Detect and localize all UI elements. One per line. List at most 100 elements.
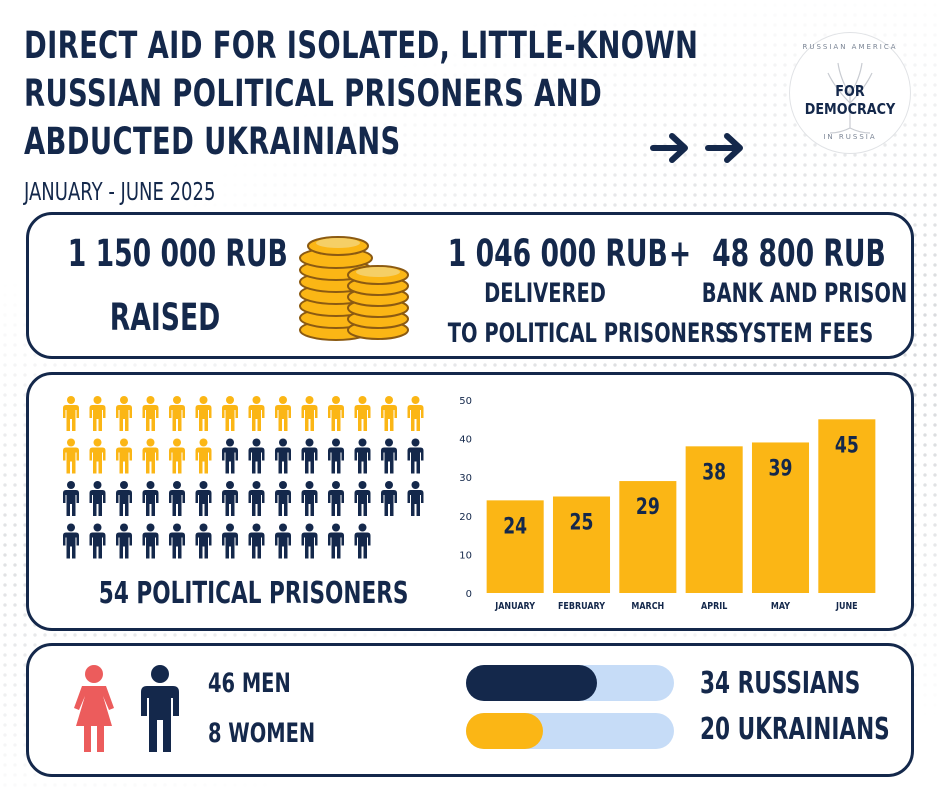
bar	[751, 442, 810, 593]
ukrainians-bar-track	[466, 713, 674, 749]
bar	[685, 446, 743, 593]
x-tick-label: APRIL	[701, 601, 727, 612]
person-icon	[169, 396, 185, 431]
person-icon	[116, 481, 132, 516]
raised-label: RAISED	[109, 296, 221, 339]
y-tick-label: 10	[459, 550, 472, 561]
person-icon	[222, 481, 238, 516]
person-icon	[248, 396, 265, 431]
person-icon	[354, 481, 371, 516]
y-tick-label: 20	[459, 512, 472, 523]
person-icon	[328, 438, 344, 474]
fees-label-1: BANK AND PRISON	[701, 278, 908, 309]
person-icon	[354, 396, 371, 431]
x-tick-label: MAY	[771, 601, 791, 612]
person-icon	[301, 523, 318, 559]
person-icon	[275, 523, 291, 559]
bar	[486, 500, 544, 593]
logo-bottom-text: IN RUSSIA	[823, 133, 877, 141]
person-icon	[116, 396, 132, 431]
funds-panel	[26, 212, 914, 359]
person-icon	[328, 396, 344, 431]
person-icon	[116, 523, 132, 559]
bar-value-label: 24	[503, 513, 527, 539]
title-line-3: ABDUCTED UKRAINIANS	[24, 120, 401, 163]
bar	[818, 419, 876, 593]
female-icon	[74, 665, 114, 752]
person-icon	[381, 396, 397, 431]
person-icon	[142, 523, 159, 559]
person-icon	[248, 438, 265, 474]
person-icon	[89, 438, 106, 474]
delivered-amount: 1 046 000 RUB	[447, 232, 668, 275]
person-icon	[222, 438, 238, 474]
organization-logo: RUSSIAN AMERICA FOR DEMOCRACY IN RUSSIA	[789, 32, 911, 154]
plus-sign: +	[668, 232, 692, 275]
person-icon	[248, 523, 265, 559]
person-icon	[275, 438, 291, 474]
logo-top-text: RUSSIAN AMERICA	[802, 43, 898, 51]
male-icon	[141, 665, 179, 752]
prisoners-count-label: 54 POLITICAL PRISONERS	[98, 576, 409, 611]
person-icon	[169, 481, 185, 516]
ukrainians-bar-fill	[466, 713, 544, 749]
bar-value-label: 45	[835, 432, 859, 458]
page-title: DIRECT AID FOR ISOLATED, LITTLE-KNOWN RU…	[24, 22, 698, 166]
fees-label-2: SYSTEM FEES	[724, 318, 874, 349]
person-icon	[407, 396, 424, 431]
monthly-bar-chart: 0 10 20 30 40 50 24 JANUARY 25 FEBRUARY 29 MARCH 38 A…	[459, 396, 876, 612]
bar	[619, 481, 677, 593]
person-icon	[142, 438, 159, 474]
y-tick-label: 0	[466, 589, 472, 600]
person-icon	[89, 481, 106, 516]
person-icon	[275, 396, 291, 431]
bar-value-label: 25	[570, 509, 594, 535]
arrow-right-icon	[650, 133, 688, 163]
person-icon	[301, 438, 318, 474]
tree-icon	[827, 62, 873, 134]
bar-value-label: 38	[702, 459, 726, 485]
title-line-1: DIRECT AID FOR ISOLATED, LITTLE-KNOWN	[24, 24, 699, 67]
person-icon	[89, 396, 106, 431]
russians-bar-fill	[466, 665, 597, 701]
russians-bar-track	[466, 665, 674, 701]
person-icon	[248, 481, 265, 516]
x-tick-label: FEBRUARY	[558, 601, 605, 612]
person-icon	[142, 396, 159, 431]
person-icon	[63, 481, 79, 516]
coins-icon	[299, 236, 409, 341]
person-icon	[63, 438, 79, 474]
person-icon	[354, 438, 371, 474]
person-icon	[89, 523, 106, 559]
person-icon	[195, 481, 212, 516]
person-icon	[407, 438, 424, 474]
person-icon	[63, 396, 79, 431]
bar	[552, 496, 611, 593]
men-count-label: 46 MEN	[208, 668, 291, 699]
person-icon	[169, 523, 185, 559]
fees-amount: 48 800 RUB	[712, 232, 886, 275]
logo-main-text: FOR DEMOCRACY	[804, 82, 896, 118]
delivered-label-1: DELIVERED	[484, 278, 606, 309]
person-icon	[354, 523, 371, 559]
people-grid	[63, 396, 424, 559]
period-subtitle: JANUARY - JUNE 2025	[24, 177, 216, 206]
ukrainians-count-label: 20 UKRAINIANS	[700, 712, 890, 747]
person-icon	[301, 396, 318, 431]
person-icon	[407, 481, 424, 516]
raised-amount: 1 150 000 RUB	[67, 232, 288, 275]
person-icon	[381, 438, 397, 474]
russians-count-label: 34 RUSSIANS	[700, 666, 861, 701]
person-icon	[195, 396, 212, 431]
person-icon	[328, 481, 344, 516]
delivered-label-2: TO POLITICAL PRISONERS	[447, 318, 730, 349]
x-tick-label: MARCH	[631, 601, 664, 612]
title-line-2: RUSSIAN POLITICAL PRISONERS AND	[24, 72, 603, 115]
y-tick-label: 30	[459, 473, 472, 484]
person-icon	[222, 523, 238, 559]
person-icon	[222, 396, 238, 431]
person-icon	[116, 438, 132, 474]
bar-value-label: 39	[769, 455, 793, 481]
women-count-label: 8 WOMEN	[208, 718, 316, 749]
person-icon	[142, 481, 159, 516]
